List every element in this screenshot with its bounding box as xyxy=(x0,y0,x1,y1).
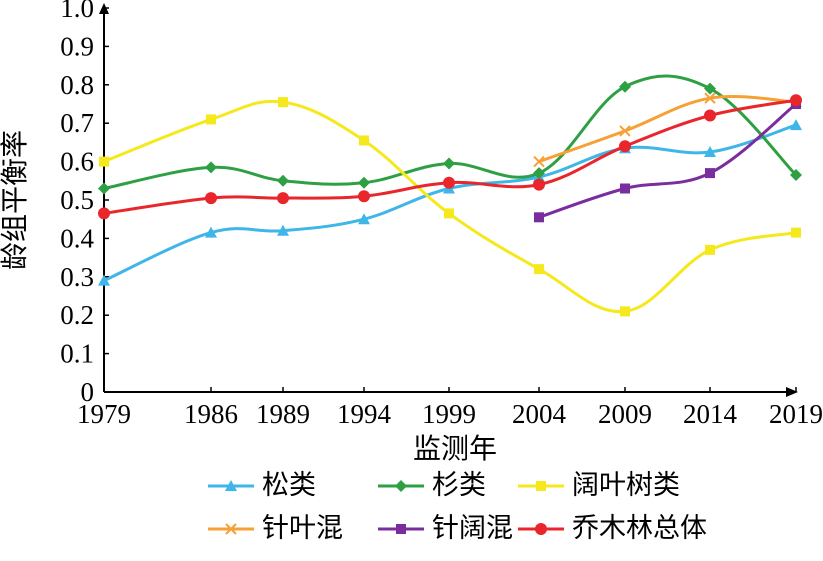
data-point xyxy=(791,227,801,238)
series-1 xyxy=(98,119,802,286)
data-point xyxy=(790,119,802,131)
legend-label: 松类 xyxy=(262,470,316,501)
y-tick-label: 0.3 xyxy=(60,262,94,292)
series-3 xyxy=(99,97,801,317)
legend-label: 针阔混 xyxy=(432,513,513,544)
x-axis-title: 监测年 xyxy=(413,432,497,465)
y-tick-label: 0.5 xyxy=(60,185,94,215)
data-point xyxy=(277,192,289,205)
legend-item: 阔叶树类 xyxy=(518,470,680,501)
data-point xyxy=(444,208,454,219)
data-point xyxy=(619,140,631,153)
series-2 xyxy=(98,74,802,195)
y-tick-label: 1.0 xyxy=(60,0,94,23)
x-tick-label: 1989 xyxy=(256,399,310,429)
y-tick-labels: 0 0.1 0.2 0.3 0.4 0.5 0.6 0.7 0.8 0.9 1.0 xyxy=(60,0,109,407)
data-point xyxy=(790,169,802,181)
legend-item: 松类 xyxy=(208,470,316,501)
data-point xyxy=(443,176,455,189)
data-point xyxy=(619,80,631,93)
data-point xyxy=(358,213,370,225)
series-6 xyxy=(98,94,802,220)
data-point xyxy=(620,183,630,194)
data-point xyxy=(358,176,370,189)
data-point xyxy=(619,125,631,137)
data-point xyxy=(98,182,110,195)
data-point xyxy=(358,190,370,203)
series-line xyxy=(537,95,798,164)
legend-label: 杉类 xyxy=(432,470,486,501)
data-point xyxy=(277,224,289,236)
data-point xyxy=(359,135,369,146)
x-tick-labels: 1979 1986 1989 1994 1999 2004 2009 2014 2019 xyxy=(77,387,823,429)
data-point xyxy=(98,207,110,220)
data-point xyxy=(205,226,217,238)
legend-swatch-marker xyxy=(225,480,237,491)
series-line xyxy=(102,99,798,314)
series-line xyxy=(102,74,798,190)
x-tick-label: 1994 xyxy=(337,399,392,429)
legend-swatch-marker xyxy=(536,481,546,491)
data-point xyxy=(705,244,715,255)
y-tick-label: 0.8 xyxy=(60,70,94,100)
y-axis-title: 龄组平衡率 xyxy=(0,130,31,270)
legend-label: 针叶混 xyxy=(262,513,343,544)
data-point xyxy=(205,192,217,205)
y-tick-label: 0.7 xyxy=(60,108,94,138)
legend-item: 针阔混 xyxy=(378,513,513,544)
legend-label: 阔叶树类 xyxy=(572,470,680,501)
series-5 xyxy=(534,99,801,223)
y-tick-label: 0.1 xyxy=(60,339,94,369)
legend-item: 针叶混 xyxy=(208,513,343,544)
legend-swatch-marker xyxy=(395,480,407,492)
y-tick-label: 0.4 xyxy=(60,223,94,253)
legend-item: 杉类 xyxy=(378,470,486,501)
data-point xyxy=(704,146,716,157)
y-tick-label: 0.9 xyxy=(60,31,94,61)
y-tick-label: 0.2 xyxy=(60,300,94,330)
data-point xyxy=(99,156,109,167)
x-tick-label: 2019 xyxy=(769,399,823,429)
data-point xyxy=(705,168,715,179)
data-point xyxy=(98,274,110,286)
legend-label: 乔木林总体 xyxy=(572,513,707,544)
data-point xyxy=(704,82,716,95)
data-point xyxy=(206,114,216,125)
series-line xyxy=(537,102,798,219)
y-tick-label: 0.6 xyxy=(60,147,94,177)
data-point xyxy=(443,157,455,170)
data-point xyxy=(533,167,545,180)
data-point xyxy=(534,264,544,275)
legend-swatch-marker xyxy=(396,524,406,534)
x-axis-arrow xyxy=(786,387,798,397)
legend-swatch-marker xyxy=(535,523,547,535)
x-tick-label: 1999 xyxy=(422,399,476,429)
x-tick-label: 2004 xyxy=(512,399,567,429)
x-tick-label: 2014 xyxy=(683,399,738,429)
data-point xyxy=(534,212,544,223)
data-point xyxy=(533,178,545,191)
legend-item: 乔木林总体 xyxy=(518,513,707,544)
data-point xyxy=(205,161,217,174)
x-tick-label: 1986 xyxy=(184,399,238,429)
legend-swatch-marker xyxy=(225,523,237,535)
y-tick-label: 0 xyxy=(81,377,95,407)
series-layer xyxy=(98,74,802,317)
data-point xyxy=(278,97,288,108)
data-point xyxy=(704,92,716,104)
data-point xyxy=(790,94,802,107)
data-point xyxy=(533,155,545,168)
data-point xyxy=(620,306,630,317)
x-tick-label: 1979 xyxy=(77,399,131,429)
data-point xyxy=(704,109,716,122)
x-tick-label: 2009 xyxy=(598,399,652,429)
data-point xyxy=(277,174,289,187)
